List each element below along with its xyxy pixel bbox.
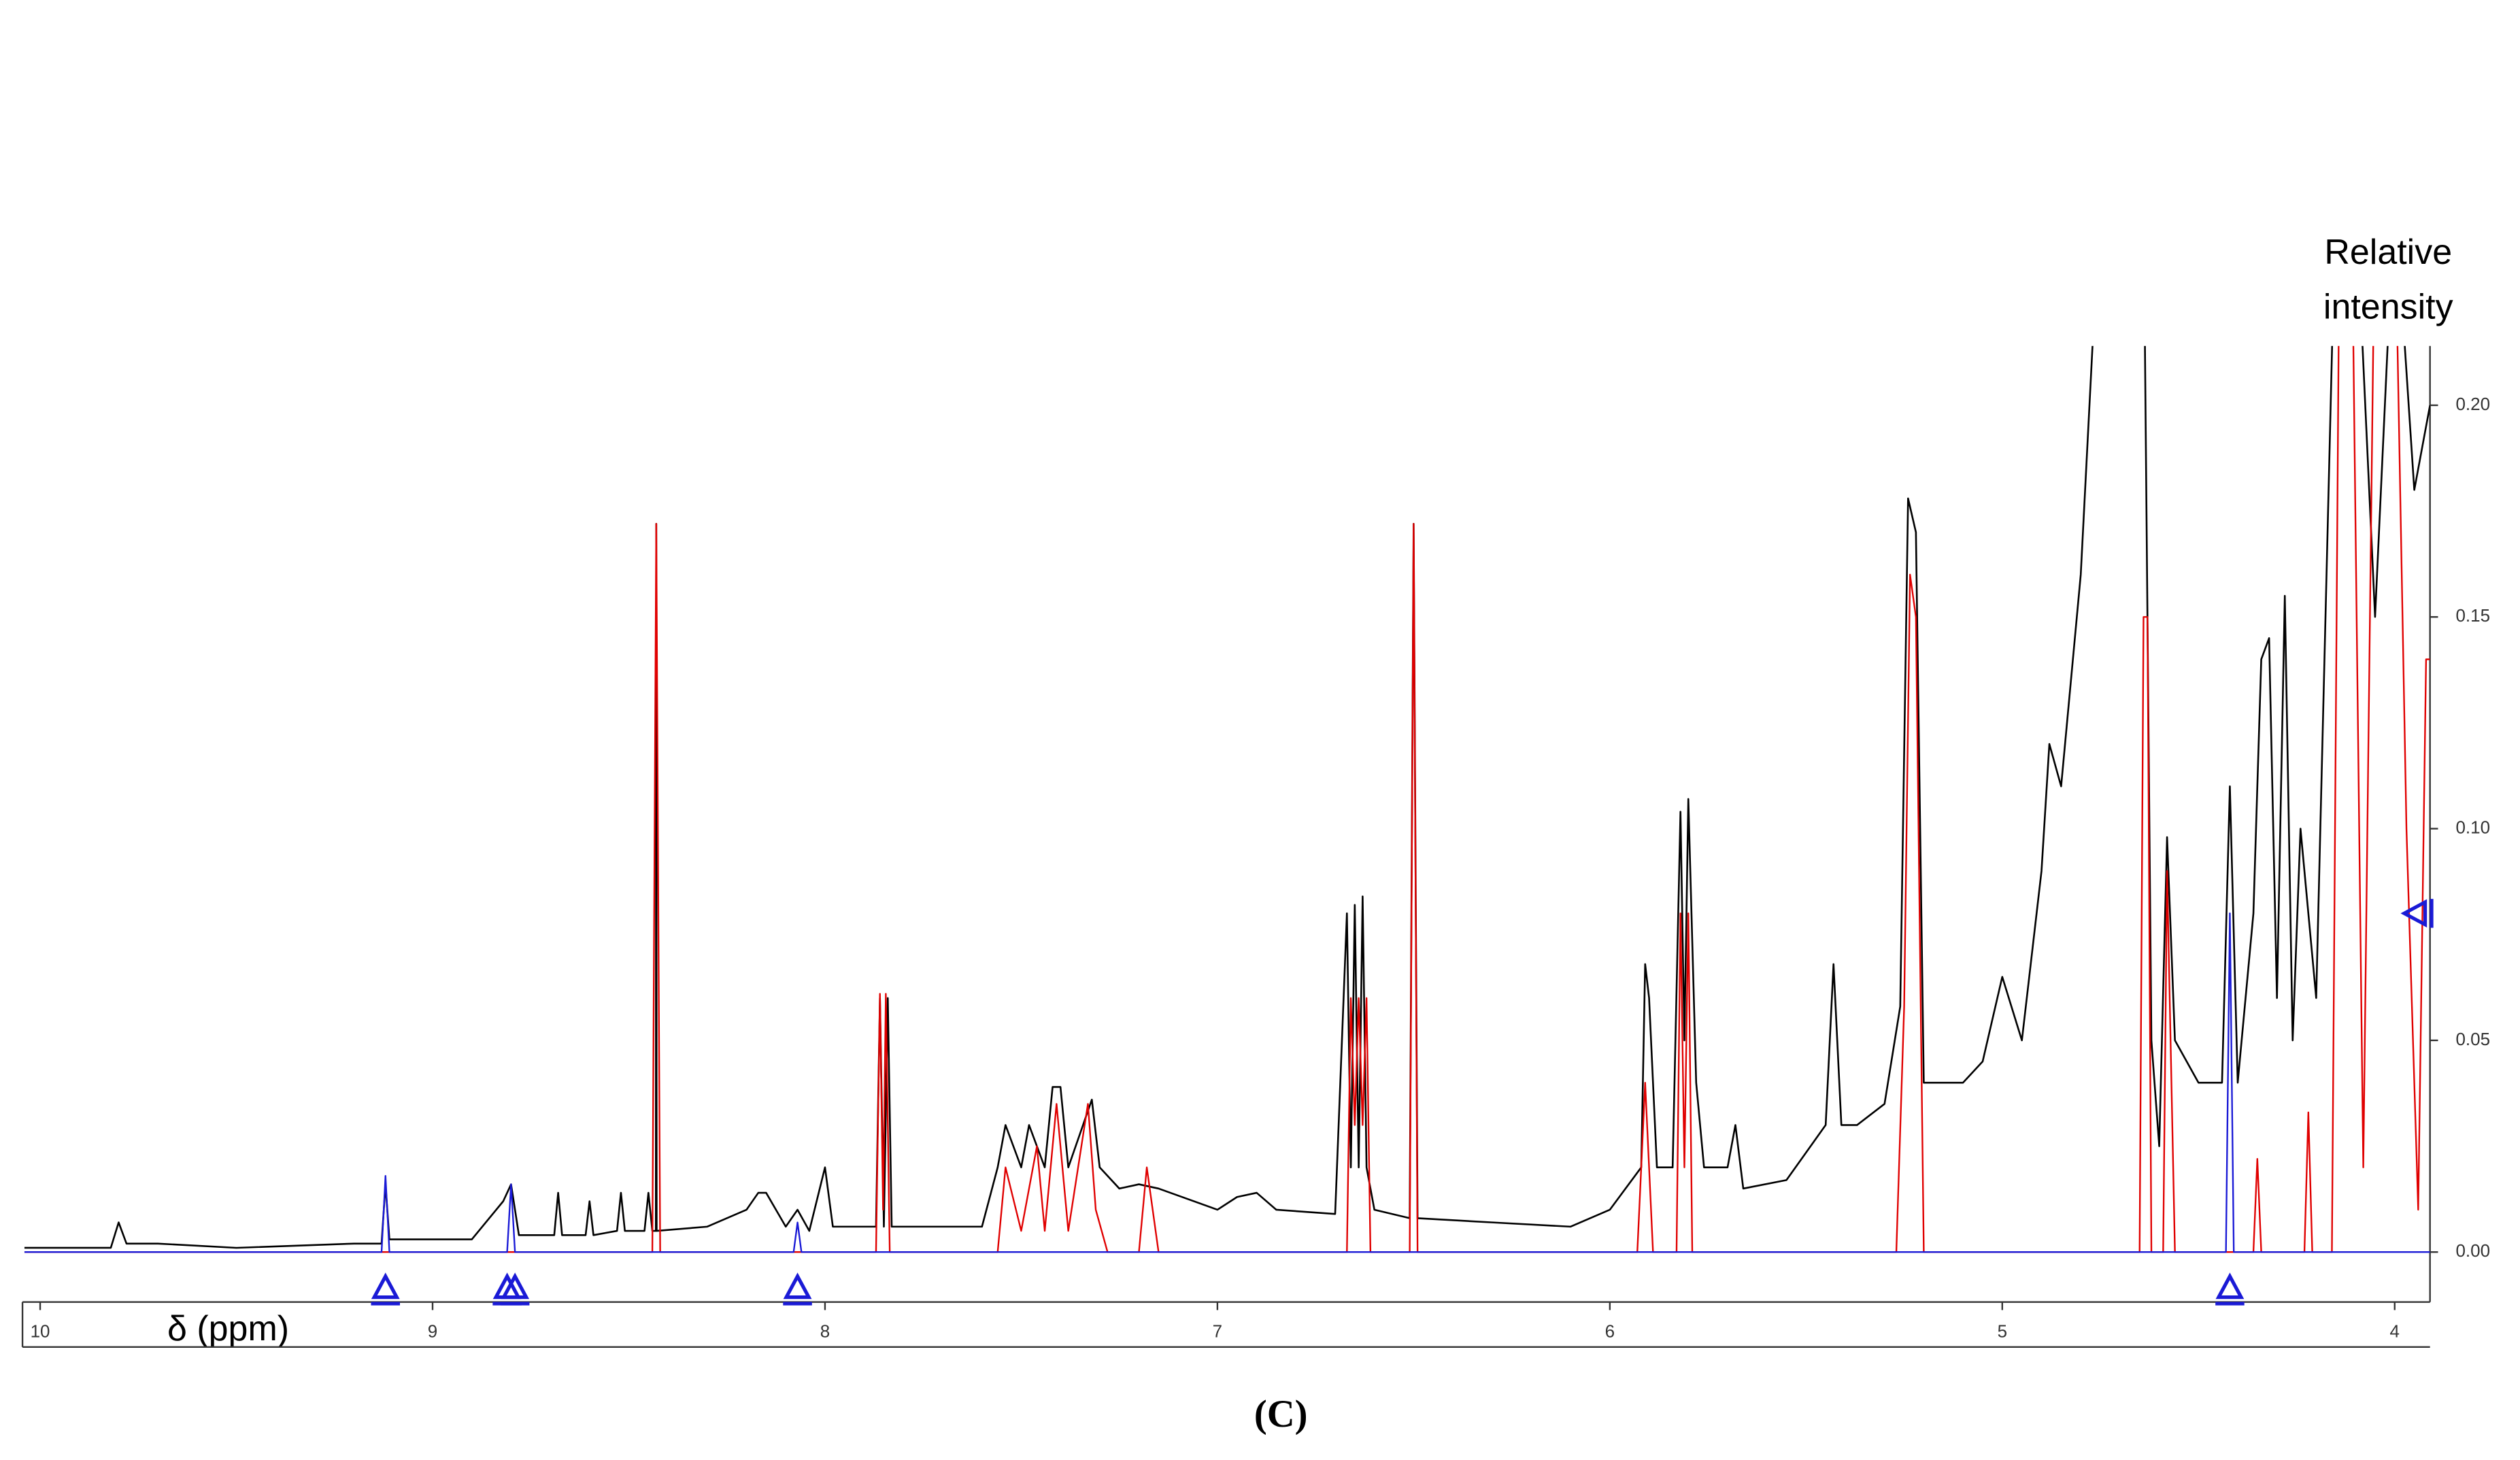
x-tick-label: 4 xyxy=(2390,1321,2400,1341)
peak-marker xyxy=(500,1272,530,1306)
peak-marker xyxy=(783,1272,812,1306)
plot: 10 9 8 7 6 5 4 0.00 0.05 0.10 0.15 0.20 xyxy=(21,345,2490,1348)
intensity-marker xyxy=(2400,898,2434,928)
x-tick-label: 6 xyxy=(1605,1321,1615,1341)
series-group xyxy=(24,345,2430,1253)
x-tick-label: 5 xyxy=(1998,1321,2007,1341)
y-tick-label: 0.05 xyxy=(2455,1029,2490,1049)
x-tick-label: 10 xyxy=(31,1321,50,1341)
y-axis-label: Relative xyxy=(2324,233,2452,272)
spectrum-line xyxy=(24,912,2430,1253)
x-tick-label: 8 xyxy=(820,1321,830,1341)
y-tick-label: 0.15 xyxy=(2455,605,2490,626)
x-tick-label: 9 xyxy=(428,1321,437,1341)
spectrum-line xyxy=(24,345,2430,1249)
peak-marker xyxy=(371,1272,401,1306)
y-tick-label: 0.00 xyxy=(2455,1240,2490,1261)
chart-title: (C) xyxy=(1254,1393,1308,1436)
y-tick-label: 0.10 xyxy=(2455,817,2490,837)
y-tick-label: 0.20 xyxy=(2455,394,2490,414)
peak-marker xyxy=(2215,1272,2245,1306)
y-axis-label: intensity xyxy=(2323,287,2453,326)
x-tick-label: 7 xyxy=(1213,1321,1222,1341)
x-axis-label: δ (ppm) xyxy=(167,1309,289,1348)
y-axis-label: Relative intensity xyxy=(2323,233,2453,326)
spectrum-line xyxy=(24,345,2430,1253)
